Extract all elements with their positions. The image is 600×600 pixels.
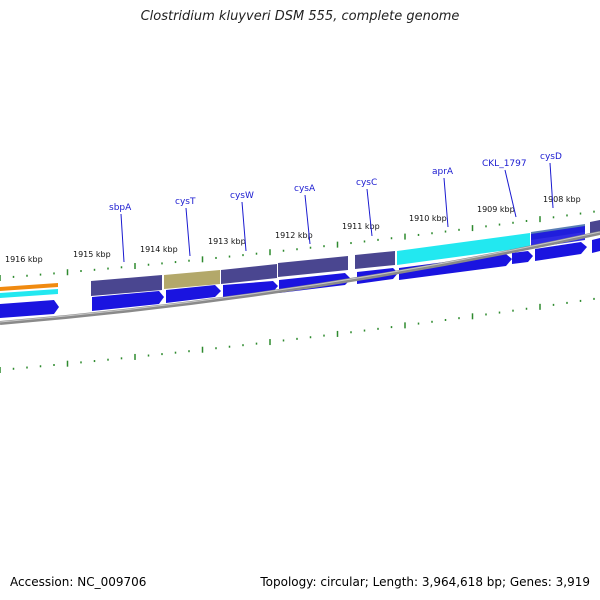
gene-arrow-cysT bbox=[166, 285, 221, 303]
gene-arrow-cysW bbox=[223, 281, 278, 298]
gene-arrow-left bbox=[0, 300, 59, 318]
gene-label-aprA[interactable]: aprA bbox=[432, 167, 454, 228]
kbp-label-1911: 1911 kbp bbox=[342, 222, 380, 231]
svg-text:cysA: cysA bbox=[294, 184, 316, 194]
cog-feature-track bbox=[0, 220, 600, 298]
feature-cysC bbox=[355, 251, 395, 269]
gene-label-cysT[interactable]: cysT bbox=[175, 197, 196, 257]
gene-arrow-right-edge bbox=[592, 238, 600, 253]
kbp-label-1913: 1913 kbp bbox=[208, 237, 246, 246]
kbp-label-1915: 1915 kbp bbox=[73, 250, 111, 259]
svg-text:cysW: cysW bbox=[230, 191, 254, 201]
feature-cysA bbox=[278, 256, 348, 277]
feature-CKL_1797-b bbox=[531, 226, 585, 248]
gene-arrow-sbpA bbox=[92, 291, 164, 311]
svg-text:aprA: aprA bbox=[432, 167, 454, 177]
gene-label-CKL_1797[interactable]: CKL_1797 bbox=[482, 159, 527, 218]
kbp-label-1909: 1909 kbp bbox=[477, 205, 515, 214]
gene-label-cysW[interactable]: cysW bbox=[230, 191, 254, 252]
svg-text:cysC: cysC bbox=[356, 178, 377, 188]
svg-text:cysT: cysT bbox=[175, 197, 196, 207]
svg-text:CKL_1797: CKL_1797 bbox=[482, 159, 527, 169]
gene-arrow-CKL_1797 bbox=[512, 251, 533, 264]
svg-text:cysD: cysD bbox=[540, 152, 562, 162]
gene-arrow-cysD bbox=[535, 242, 587, 261]
feature-aprA bbox=[397, 233, 530, 265]
kbp-label-1912: 1912 kbp bbox=[275, 231, 313, 240]
outer-tick-scale bbox=[0, 210, 595, 281]
gene-arrow-aprA bbox=[399, 254, 512, 280]
kbp-label-1916: 1916 kbp bbox=[5, 255, 43, 264]
kbp-label-1910: 1910 kbp bbox=[409, 214, 447, 223]
gene-label-sbpA[interactable]: sbpA bbox=[109, 203, 132, 263]
map-title: Clostridium kluyveri DSM 555, complete g… bbox=[140, 9, 460, 24]
topology-text: Topology: circular; Length: 3,964,618 bp… bbox=[260, 575, 590, 589]
inner-tick-scale bbox=[0, 297, 595, 373]
genome-backbone bbox=[0, 231, 600, 325]
feature-sbpA bbox=[91, 275, 162, 296]
svg-text:sbpA: sbpA bbox=[109, 203, 132, 213]
feature-cysT bbox=[164, 270, 220, 289]
feature-cysW bbox=[221, 264, 277, 284]
accession-text: Accession: NC_009706 bbox=[10, 575, 147, 589]
gene-label-cysA[interactable]: cysA bbox=[294, 184, 316, 245]
feature-cyan-left bbox=[0, 289, 58, 298]
kbp-label-1914: 1914 kbp bbox=[140, 245, 178, 254]
gene-label-cysC[interactable]: cysC bbox=[356, 178, 377, 237]
gene-label-cysD[interactable]: cysD bbox=[540, 152, 562, 209]
kbp-label-1908: 1908 kbp bbox=[543, 195, 581, 204]
feature-right-edge bbox=[590, 220, 600, 235]
feature-orange bbox=[0, 283, 58, 291]
